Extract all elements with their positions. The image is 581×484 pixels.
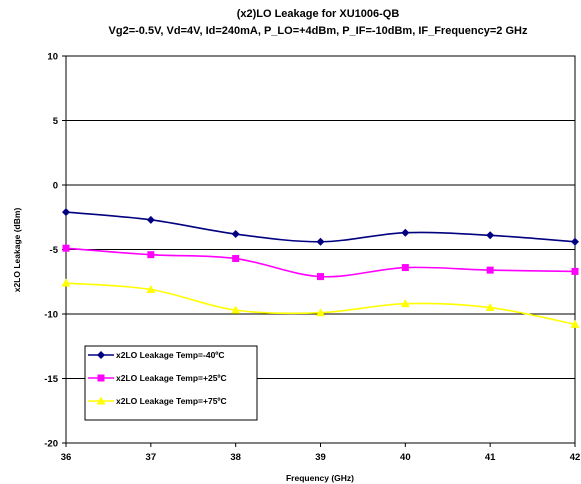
data-point	[61, 278, 71, 287]
y-tick-label: -10	[44, 310, 58, 321]
series-2	[62, 244, 579, 281]
data-point	[316, 308, 325, 317]
data-point	[486, 231, 495, 240]
data-point	[62, 208, 70, 217]
legend-swatch-marker	[96, 396, 106, 405]
data-point	[401, 264, 409, 272]
y-tick-label: -5	[50, 245, 59, 256]
y-tick-labels: 10 5 0 -5 -10 -15 -20	[44, 52, 58, 450]
chart-subtitle: Vg2=-0.5V, Vd=4V, Id=240mA, P_LO=+4dBm, …	[109, 25, 528, 37]
series-1	[62, 208, 579, 246]
data-point	[486, 266, 494, 274]
x-tick-label: 36	[61, 452, 72, 463]
legend-label: x2LO Leakage Temp=+25ºC	[116, 373, 227, 383]
legend-swatch-marker	[97, 374, 105, 382]
legend-item: x2LO Leakage Temp=-40ºC	[88, 350, 225, 360]
x-tick-label: 41	[485, 452, 496, 463]
data-point	[317, 273, 324, 281]
legend-item: x2LO Leakage Temp=+25ºC	[88, 373, 227, 383]
legend-label: x2LO Leakage Temp=-40ºC	[116, 350, 225, 360]
data-point	[231, 230, 240, 239]
y-axis-label: x2LO Leakage (dBm)	[12, 208, 22, 293]
x-axis-label: Frequency (GHz)	[286, 473, 354, 483]
legend-items: x2LO Leakage Temp=-40ºC x2LO Leakage Temp…	[88, 350, 227, 406]
x-tick-label: 42	[570, 452, 581, 463]
chart-title: (x2)LO Leakage for XU1006-QB	[237, 8, 400, 20]
data-point	[401, 228, 410, 237]
y-tick-label: 5	[53, 116, 59, 127]
data-point	[232, 255, 240, 263]
y-tick-label: -20	[44, 439, 58, 450]
data-point	[571, 267, 579, 275]
x-tick-label: 40	[400, 452, 411, 463]
data-point	[485, 303, 495, 312]
x-tick-label: 39	[315, 452, 326, 463]
data-point	[231, 305, 241, 314]
data-point	[146, 284, 156, 293]
y-tick-label: 0	[53, 181, 58, 192]
data-point	[147, 251, 155, 259]
legend-item: x2LO Leakage Temp=+75ºC	[88, 396, 227, 406]
y-tick-label: -15	[44, 374, 58, 385]
data-point	[316, 237, 325, 246]
series-group	[61, 208, 580, 328]
data-point	[571, 237, 579, 246]
series-3	[61, 278, 580, 328]
legend-label: x2LO Leakage Temp=+75ºC	[116, 396, 227, 406]
x-tick-labels: 36 37 38 39 40 41 42	[61, 452, 581, 463]
data-point	[62, 244, 70, 252]
legend-box	[84, 345, 258, 421]
legend-swatch-marker	[97, 351, 105, 359]
y-tick-label: 10	[47, 52, 58, 63]
legend: x2LO Leakage Temp=-40ºC x2LO Leakage Temp…	[84, 345, 258, 421]
data-point	[146, 215, 155, 224]
x-tick-label: 38	[230, 452, 241, 463]
data-point	[570, 319, 580, 328]
x-tick-label: 37	[146, 452, 157, 463]
data-point	[400, 299, 410, 308]
